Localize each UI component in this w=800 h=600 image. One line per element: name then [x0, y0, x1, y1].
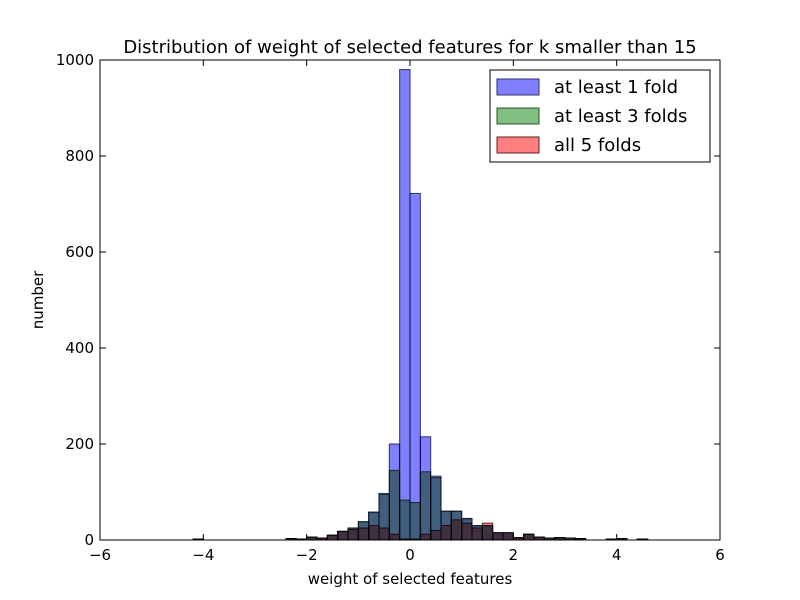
bar-series-2-bin-6: [337, 530, 349, 541]
bar-series-2-bin-21: [492, 532, 504, 541]
bar-series-2-bin-7: [347, 528, 359, 541]
chart-title: Distribution of weight of selected featu…: [123, 37, 696, 58]
y-tick-label: 0: [84, 531, 94, 549]
legend-swatch-1: [496, 107, 540, 125]
bar-series-0-bin-13: [409, 192, 421, 541]
bar-series-2-bin-14: [419, 533, 432, 541]
y-tick-label: 200: [65, 435, 94, 453]
y-tick-label: 600: [65, 243, 94, 261]
bar-series-0-bin-12: [399, 69, 411, 541]
bar-series-2-bin-20: [481, 522, 494, 541]
bar-series-2-bin-17: [450, 519, 463, 541]
legend-label-2: all 5 folds: [554, 135, 641, 156]
bar-series-1-bin-14: [419, 471, 432, 541]
bar-series-1-bin-12: [399, 499, 411, 541]
bar-series-2-bin-8: [357, 527, 370, 541]
y-tick-label: 400: [65, 339, 94, 357]
x-tick-label: 4: [612, 546, 622, 564]
bar-series-2-bin-16: [440, 525, 452, 541]
x-tick-label: −4: [192, 546, 214, 564]
y-axis-label: number: [29, 270, 47, 329]
bar-series-2-bin-11: [388, 533, 401, 541]
x-tick-label: 6: [715, 546, 725, 564]
x-tick-label: −6: [89, 546, 111, 564]
bar-series-2-bin-15: [430, 529, 442, 541]
y-tick-label: 800: [65, 147, 94, 165]
bar-series-2-bin-22: [502, 532, 514, 541]
x-tick-label: 0: [405, 546, 415, 564]
bar-series-1-bin-11: [388, 469, 401, 541]
bar-series-2-bin-9: [368, 525, 380, 541]
legend-label-1: at least 3 folds: [554, 106, 687, 127]
legend: at least 1 fold at least 3 folds all 5 fol…: [489, 69, 711, 163]
bar-series-2-bin-19: [471, 527, 483, 541]
bar-series-2-bin-18: [461, 522, 473, 541]
legend-swatch-0: [496, 78, 540, 96]
legend-swatch-2: [496, 136, 540, 154]
legend-label-0: at least 1 fold: [554, 77, 678, 98]
x-tick-label: 2: [509, 546, 519, 564]
x-tick-label: −2: [296, 546, 318, 564]
ticks-layer: −6 −4 −2 0 2 4 6 0 200 400 600 800 1000: [56, 51, 725, 564]
x-axis-label: weight of selected features: [308, 570, 513, 588]
bar-series-2-bin-5: [326, 534, 339, 541]
bar-series-1-bin-13: [409, 502, 421, 541]
y-tick-label: 1000: [56, 51, 94, 69]
bar-series-2-bin-24: [523, 533, 535, 541]
bar-series-2-bin-10: [378, 527, 390, 541]
